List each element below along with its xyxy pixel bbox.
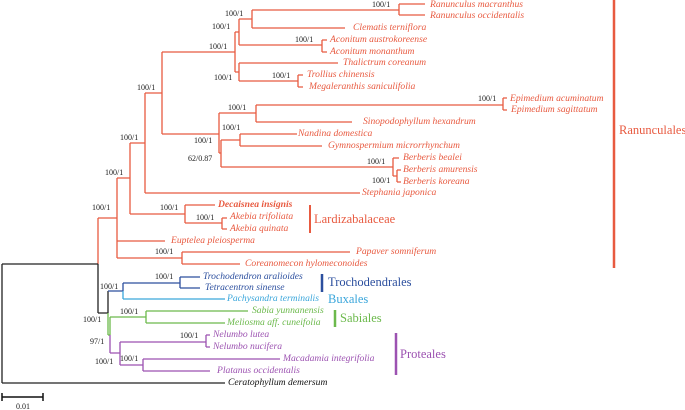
support-value: 100/1	[180, 331, 198, 340]
taxon-label: Papaver somniferum	[355, 246, 436, 257]
support-value: 100/1	[367, 157, 385, 166]
support-value: 100/1	[160, 203, 178, 212]
clade-label-trochodendrales: Trochodendrales	[328, 275, 412, 289]
taxon-label: Coreanomecon hylomeconoides	[245, 258, 368, 269]
taxon-label: Pachysandra terminalis	[226, 293, 319, 304]
support-value: 100/1	[92, 203, 110, 212]
support-value: 100/1	[214, 73, 232, 82]
taxon-label: Nandina domestica	[297, 128, 373, 139]
taxon-label: Thalictrum coreanum	[343, 57, 426, 68]
support-value: 100/1	[272, 71, 290, 80]
support-value: 100/1	[295, 35, 313, 44]
taxon-label: Sabia yunnanensis	[252, 305, 324, 316]
support-value: 100/1	[225, 9, 243, 18]
taxon-label: Sinopodophyllum hexandrum	[363, 116, 476, 127]
support-value: 100/1	[155, 247, 173, 256]
taxon-label: Macadamia integrifolia	[282, 353, 375, 364]
taxon-label: Berberis koreana	[403, 176, 470, 187]
taxon-label: Berberis amurensis	[403, 164, 478, 175]
taxon-label: Berberis bealei	[403, 152, 462, 163]
support-value: 100/1	[209, 42, 227, 51]
clade-label-buxales: Buxales	[328, 292, 368, 306]
support-value: 100/1	[196, 213, 214, 222]
clade-label-proteales: Proteales	[400, 347, 446, 361]
support-value: 100/1	[222, 123, 240, 132]
taxon-label: Aconitum austrokoreense	[329, 34, 428, 45]
taxon-label: Stephania japonica	[362, 187, 437, 198]
support-value: 100/1	[137, 83, 155, 92]
taxon-label: Tetracentron sinense	[205, 282, 285, 293]
clade-label-ranunculales: Ranunculales	[619, 123, 685, 137]
support-value: 100/1	[372, 0, 390, 9]
taxon-label: Akebia trifoliata	[229, 211, 293, 222]
taxon-label: Decaisnea insignis	[217, 199, 293, 210]
scale-bar	[1, 393, 44, 401]
support-value: 100/1	[100, 282, 118, 291]
taxon-label: Nelumbo nucifera	[212, 341, 282, 352]
support-value: 100/1	[212, 22, 230, 31]
support-value: 100/1	[83, 315, 101, 324]
clade-label-sabiales: Sabiales	[340, 311, 382, 325]
support-value: 100/1	[478, 94, 496, 103]
taxon-label: Meliosma aff. cuneifolia	[226, 317, 321, 328]
taxon-label: Nelumbo lutea	[212, 329, 269, 340]
clade-label-lardizabalaceae: Lardizabalaceae	[314, 212, 396, 226]
taxon-label: Akebia quinata	[229, 223, 289, 234]
support-value: 100/1	[120, 354, 138, 363]
support-value: 100/1	[372, 176, 390, 185]
taxon-label: Epimedium sagittatum	[510, 104, 598, 115]
taxon-label: Ceratophyllum demersum	[228, 377, 327, 388]
proteales-branches	[109, 334, 280, 372]
taxon-label: Trollius chinensis	[307, 69, 375, 80]
taxon-label: Aconitum monanthum	[329, 46, 415, 57]
support-value: 100/1	[194, 136, 212, 145]
support-value: 100/1	[105, 168, 123, 177]
taxon-label: Clematis terniflora	[353, 22, 426, 33]
scale-bar-label: 0.01	[16, 402, 30, 410]
support-value: 62/0.87	[188, 154, 212, 163]
trochodendrales-branches	[108, 276, 200, 292]
support-value: 100/1	[120, 307, 138, 316]
taxon-label: Platanus occidentalis	[216, 365, 300, 376]
taxon-label: Gymnospermium microrrhynchum	[328, 140, 460, 151]
taxon-label: Ranunculus macranthus	[429, 0, 523, 10]
support-value: 100/1	[228, 103, 246, 112]
taxon-label: Epimedium acuminatum	[509, 93, 604, 104]
taxon-label: Megaleranthis saniculifolia	[308, 81, 416, 92]
taxon-label: Ranunculus occidentalis	[429, 10, 524, 21]
buxales-branches	[122, 291, 225, 300]
support-value: 100/1	[120, 133, 138, 142]
ranunculales-branches	[97, 3, 507, 265]
outgroup-branches	[1, 263, 225, 384]
sabiales-branches	[107, 310, 248, 336]
support-value: 97/1	[90, 337, 104, 346]
taxon-label: Euptelea pleiosperma	[170, 235, 255, 246]
taxon-label: Trochodendron aralioides	[203, 271, 303, 282]
support-value: 100/1	[95, 357, 113, 366]
support-value: 100/1	[155, 272, 173, 281]
